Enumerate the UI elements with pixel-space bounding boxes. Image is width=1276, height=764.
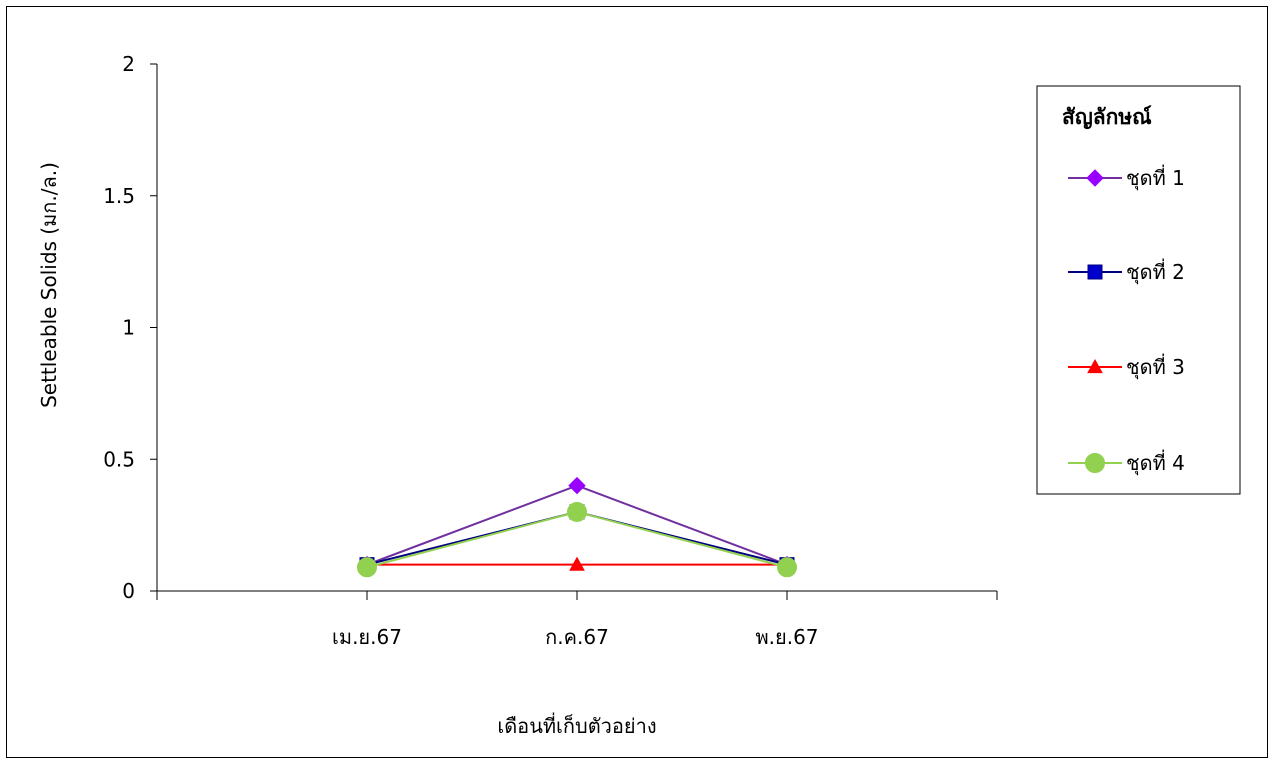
legend-label: ชุดที่ 4 [1126,449,1185,476]
y-tick-label: 2 [122,52,135,76]
legend-label: ชุดที่ 3 [1126,353,1185,380]
series-1-point [568,476,586,495]
y-tick-label: 0 [122,579,135,603]
series-group [357,476,797,578]
series-4-point [357,557,377,578]
legend-item-1: ชุดที่ 1 [1068,164,1185,191]
series-4 [357,501,797,578]
x-axis-title: เดือนที่เก็บตัวอย่าง [497,712,656,738]
y-tick-label: 1 [122,316,135,340]
legend-marker [1085,453,1105,473]
y-ticks: 0 0.5 1 1.5 2 [103,52,157,603]
x-ticks: เม.ย.67 ก.ค.67 พ.ย.67 [156,591,998,649]
x-tick-label: ก.ค.67 [545,625,609,649]
x-tick-label: เม.ย.67 [332,625,402,649]
legend-marker [1086,169,1104,187]
legend-label: ชุดที่ 1 [1126,164,1185,191]
legend-marker [1087,358,1103,374]
legend-item-3: ชุดที่ 3 [1068,353,1185,380]
series-3 [359,556,795,571]
y-tick-label: 1.5 [103,184,135,208]
y-axis-title: Settleable Solids (มก./ล.) [37,162,61,408]
series-4-point [777,557,797,578]
legend-title: สัญลักษณ์ [1062,105,1152,130]
legend-marker [1087,264,1103,280]
series-3-point [569,556,585,571]
series-1-line [366,484,788,566]
series-4-point [567,501,587,522]
legend: สัญลักษณ์ ชุดที่ 1ชุดที่ 2ชุดที่ 3ชุดที่… [1036,85,1241,495]
legend-item-4: ชุดที่ 4 [1068,449,1185,476]
legend-box [1036,85,1241,495]
legend-label: ชุดที่ 2 [1126,258,1185,285]
legend-item-2: ชุดที่ 2 [1068,258,1185,285]
y-tick-label: 0.5 [103,447,135,471]
x-tick-label: พ.ย.67 [755,625,818,649]
legend-items: ชุดที่ 1 ชุดที่ 2 ชุดที่ 3 ชุดที่ 4 [1068,164,1185,476]
